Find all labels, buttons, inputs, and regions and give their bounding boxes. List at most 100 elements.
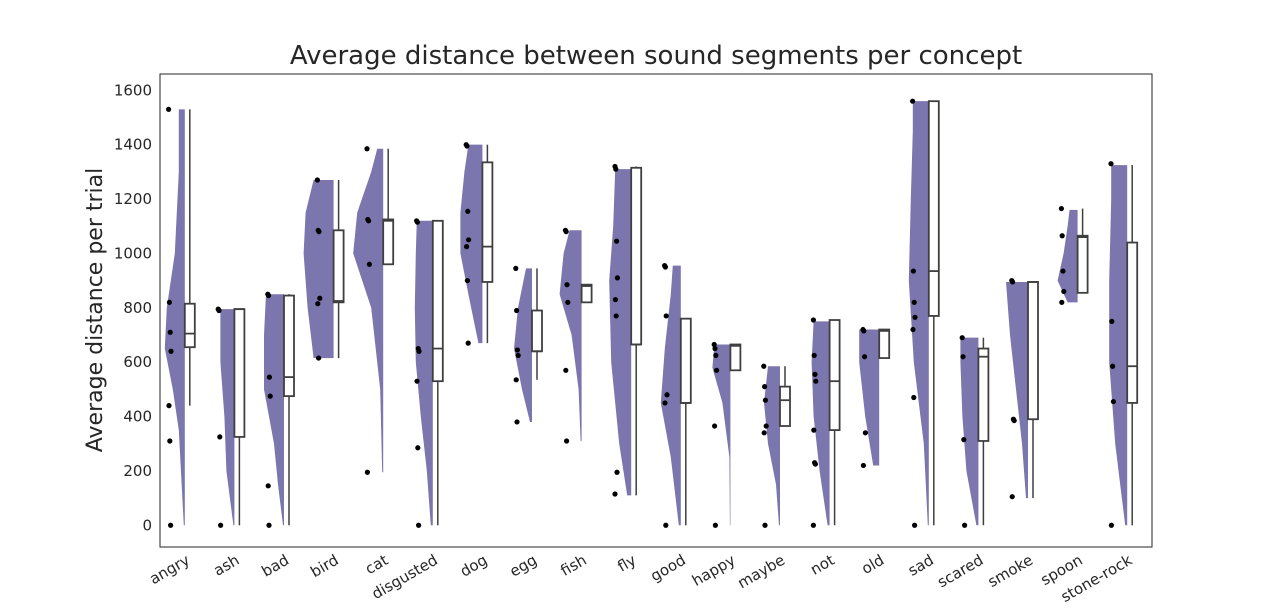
data-point-bad bbox=[266, 374, 272, 380]
data-point-old bbox=[862, 430, 869, 436]
y-tick-label: 1400 bbox=[114, 136, 152, 154]
violin-bad bbox=[264, 294, 284, 526]
data-point-fish bbox=[564, 438, 570, 444]
box-ash bbox=[233, 308, 246, 438]
data-point-fish bbox=[563, 367, 569, 373]
data-point-fly bbox=[614, 469, 620, 475]
y-tick-label: 600 bbox=[123, 353, 152, 371]
box-maybe bbox=[779, 385, 791, 427]
box-bird bbox=[332, 229, 345, 304]
chart-title: Average distance between sound segments … bbox=[290, 41, 1022, 71]
violin-sad bbox=[908, 101, 929, 526]
data-point-spoon bbox=[1059, 233, 1065, 239]
box-not bbox=[828, 319, 841, 432]
data-point-maybe bbox=[763, 423, 769, 429]
x-tick-label: ash bbox=[210, 551, 242, 580]
data-point-stone-rock bbox=[1110, 363, 1116, 369]
data-point-not bbox=[811, 427, 817, 433]
data-point-dog bbox=[464, 143, 470, 149]
data-point-disgusted bbox=[414, 219, 420, 225]
data-point-egg bbox=[515, 352, 521, 358]
data-point-good bbox=[664, 392, 670, 398]
box-scared bbox=[977, 347, 990, 442]
data-point-sad bbox=[910, 268, 917, 274]
box-layer bbox=[183, 100, 1139, 526]
data-point-bird bbox=[316, 355, 322, 361]
x-tick-label: old bbox=[858, 551, 887, 578]
data-point-smoke bbox=[1010, 279, 1016, 285]
box-bad bbox=[283, 294, 295, 398]
data-point-sad bbox=[910, 326, 916, 333]
box-fish bbox=[580, 283, 593, 304]
data-point-maybe bbox=[761, 363, 767, 369]
data-point-ash bbox=[216, 307, 222, 314]
y-axis-label: Average distance per trial bbox=[83, 168, 108, 452]
data-point-egg bbox=[514, 419, 520, 425]
data-point-angry bbox=[166, 106, 172, 112]
box-egg bbox=[531, 309, 543, 353]
violin-fish bbox=[559, 230, 582, 441]
plot-frame bbox=[159, 73, 1153, 548]
violin-old bbox=[859, 329, 880, 466]
data-point-egg bbox=[514, 347, 521, 353]
data-point-fly bbox=[613, 313, 619, 319]
violin-dog bbox=[460, 144, 483, 344]
data-point-fly bbox=[613, 166, 619, 172]
violin-ash bbox=[220, 309, 235, 526]
box-spoon bbox=[1076, 234, 1089, 294]
data-point-bird bbox=[317, 295, 323, 301]
data-point-bad bbox=[266, 522, 272, 528]
data-point-sad bbox=[912, 522, 918, 528]
x-tick-label: egg bbox=[507, 551, 540, 581]
data-point-spoon bbox=[1060, 268, 1066, 274]
data-point-maybe bbox=[761, 430, 767, 436]
data-point-happy bbox=[712, 423, 718, 429]
y-tick-label: 800 bbox=[123, 299, 152, 317]
data-point-not bbox=[812, 461, 819, 467]
data-point-disgusted bbox=[415, 445, 421, 451]
data-point-angry bbox=[166, 403, 172, 409]
x-tick-label: bad bbox=[259, 551, 292, 581]
box-old bbox=[878, 328, 891, 359]
data-point-cat bbox=[366, 261, 372, 267]
box-happy bbox=[729, 343, 742, 372]
x-tick-label: cat bbox=[362, 551, 391, 578]
data-point-happy bbox=[711, 341, 717, 348]
data-point-not bbox=[810, 522, 817, 528]
data-point-egg bbox=[513, 265, 519, 271]
violin-smoke bbox=[1006, 281, 1028, 499]
data-point-maybe bbox=[762, 522, 768, 528]
data-point-maybe bbox=[762, 397, 769, 403]
data-point-bad bbox=[266, 292, 272, 299]
data-point-stone-rock bbox=[1110, 398, 1116, 405]
violin-maybe bbox=[764, 366, 780, 526]
box-smoke bbox=[1027, 281, 1039, 421]
data-point-smoke bbox=[1011, 417, 1017, 424]
x-tick-label: angry bbox=[146, 551, 193, 588]
data-point-happy bbox=[714, 367, 720, 373]
y-tick-label: 1600 bbox=[114, 81, 152, 99]
data-point-old bbox=[860, 462, 867, 469]
data-point-cat bbox=[364, 469, 370, 475]
box-fly bbox=[630, 166, 643, 346]
data-point-old bbox=[861, 328, 867, 334]
data-point-sad bbox=[911, 299, 917, 305]
data-point-bad bbox=[267, 393, 273, 399]
data-point-fish bbox=[563, 229, 569, 235]
data-point-scared bbox=[959, 335, 965, 341]
violin-spoon bbox=[1057, 209, 1078, 303]
data-point-spoon bbox=[1061, 288, 1067, 295]
x-tick-label: fish bbox=[557, 551, 589, 580]
x-tick-label: good bbox=[647, 551, 688, 585]
y-tick-label: 400 bbox=[123, 408, 152, 426]
box-cat bbox=[382, 218, 395, 266]
x-tick-label: sad bbox=[905, 551, 937, 580]
data-point-bad bbox=[265, 483, 271, 489]
data-point-scared bbox=[961, 437, 967, 443]
x-tick-label: not bbox=[807, 551, 837, 579]
violin-angry bbox=[164, 109, 185, 526]
data-point-ash bbox=[217, 434, 223, 440]
data-point-angry bbox=[168, 522, 174, 528]
